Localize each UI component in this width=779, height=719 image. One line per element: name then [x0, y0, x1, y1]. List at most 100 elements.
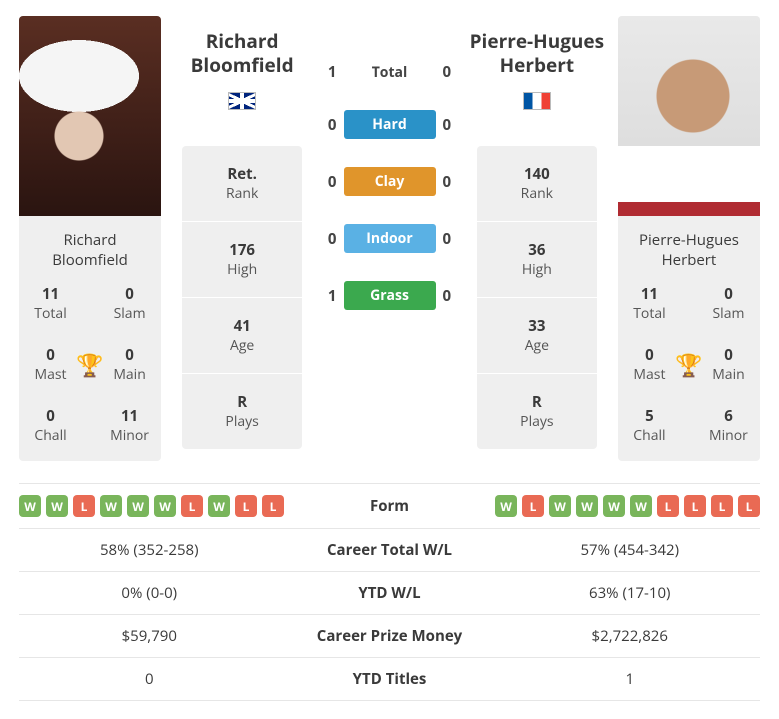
form-loss-badge[interactable]: L	[235, 495, 257, 517]
fr-flag-icon	[523, 92, 551, 110]
p2-high: 36High	[477, 221, 597, 297]
uk-flag-icon	[228, 92, 256, 110]
form-win-badge[interactable]: W	[495, 495, 517, 517]
h2h-p1-val: 0	[323, 172, 341, 192]
player2-name[interactable]: Pierre-Hugues Herbert	[618, 216, 760, 284]
prize-row: $59,790 Career Prize Money $2,722,826	[19, 615, 760, 658]
h2h-row-grass: 1Grass0	[323, 281, 456, 310]
form-loss-badge[interactable]: L	[522, 495, 544, 517]
h2h-surface-label[interactable]: Clay	[344, 167, 436, 196]
form-win-badge[interactable]: W	[603, 495, 625, 517]
player2-card: Pierre-Hugues Herbert 11Total 0Slam 0Mas…	[618, 16, 760, 461]
p1-mast-titles: 0Mast	[25, 345, 76, 384]
h2h-surface-label[interactable]: Indoor	[344, 224, 436, 253]
h2h-row-hard: 0Hard0	[323, 110, 456, 139]
p1-form: WWLWWWLWLL	[19, 495, 284, 517]
h2h-column: 1Total00Hard00Clay00Indoor01Grass0	[323, 16, 456, 461]
h2h-surface-label: Total	[344, 63, 436, 82]
p1-minor-titles: 11Minor	[104, 406, 155, 445]
p1-main-titles: 0Main	[104, 345, 155, 384]
form-loss-badge[interactable]: L	[738, 495, 760, 517]
p2-minor-titles: 6Minor	[703, 406, 754, 445]
h2h-surface-label[interactable]: Grass	[344, 281, 436, 310]
p2-heading-first: Pierre-Hugues	[470, 30, 604, 54]
form-row: WWLWWWLWLL Form WLWWWWLLLL	[19, 483, 760, 529]
p1-prize: $59,790	[19, 626, 280, 646]
form-win-badge[interactable]: W	[100, 495, 122, 517]
h2h-row-indoor: 0Indoor0	[323, 224, 456, 253]
p1-total-titles: 11Total	[25, 284, 76, 323]
player2-stats-col: Pierre-Hugues Herbert 140Rank 36High 33A…	[466, 16, 608, 461]
p2-ytd-wl: 63% (17-10)	[500, 583, 761, 603]
form-loss-badge[interactable]: L	[73, 495, 95, 517]
form-win-badge[interactable]: W	[630, 495, 652, 517]
h2h-p2-val: 0	[438, 172, 456, 192]
h2h-p2-val: 0	[438, 115, 456, 135]
ytd-wl-label: YTD W/L	[280, 583, 500, 603]
p1-chall-titles: 0Chall	[25, 406, 76, 445]
p2-rank: 140Rank	[477, 146, 597, 221]
h2h-p2-val: 0	[438, 62, 456, 82]
p2-prize: $2,722,826	[500, 626, 761, 646]
p2-chall-titles: 5Chall	[624, 406, 675, 445]
p2-age: 33Age	[477, 297, 597, 373]
form-loss-badge[interactable]: L	[657, 495, 679, 517]
career-wl-label: Career Total W/L	[280, 540, 500, 560]
p2-main-titles: 0Main	[703, 345, 754, 384]
p1-heading-first: Richard	[191, 30, 294, 54]
player1-heading: Richard Bloomfield	[191, 16, 294, 92]
ytd-titles-label: YTD Titles	[280, 669, 500, 689]
form-loss-badge[interactable]: L	[181, 495, 203, 517]
form-loss-badge[interactable]: L	[711, 495, 733, 517]
p1-slam-titles: 0Slam	[104, 284, 155, 323]
p1-rank: Ret.Rank	[182, 146, 302, 221]
career-wl-row: 58% (352-258) Career Total W/L 57% (454-…	[19, 529, 760, 572]
h2h-row-clay: 0Clay0	[323, 167, 456, 196]
player1-card: Richard Bloomfield 11Total 0Slam 0Mast 🏆…	[19, 16, 161, 461]
p1-high: 176High	[182, 221, 302, 297]
h2h-p2-val: 0	[438, 286, 456, 306]
p1-career-wl: 58% (352-258)	[19, 540, 280, 560]
player2-heading: Pierre-Hugues Herbert	[470, 16, 604, 92]
p1-age: 41Age	[182, 297, 302, 373]
form-win-badge[interactable]: W	[19, 495, 41, 517]
h2h-p1-val: 1	[323, 286, 341, 306]
h2h-p2-val: 0	[438, 229, 456, 249]
comparison-table: WWLWWWLWLL Form WLWWWWLLLL 58% (352-258)…	[19, 483, 760, 701]
p2-slam-titles: 0Slam	[703, 284, 754, 323]
ytd-wl-row: 0% (0-0) YTD W/L 63% (17-10)	[19, 572, 760, 615]
p2-mast-titles: 0Mast	[624, 345, 675, 384]
form-label: Form	[284, 496, 495, 516]
form-win-badge[interactable]: W	[549, 495, 571, 517]
form-win-badge[interactable]: W	[576, 495, 598, 517]
form-loss-badge[interactable]: L	[684, 495, 706, 517]
form-win-badge[interactable]: W	[127, 495, 149, 517]
p2-form: WLWWWWLLLL	[495, 495, 760, 517]
p1-ytd-titles: 0	[19, 669, 280, 689]
trophy-icon: 🏆	[76, 350, 104, 380]
h2h-p1-val: 1	[323, 62, 341, 82]
p2-career-wl: 57% (454-342)	[500, 540, 761, 560]
form-win-badge[interactable]: W	[154, 495, 176, 517]
p2-ytd-titles: 1	[500, 669, 761, 689]
ytd-titles-row: 0 YTD Titles 1	[19, 658, 760, 701]
prize-label: Career Prize Money	[280, 626, 500, 646]
h2h-p1-val: 0	[323, 229, 341, 249]
h2h-row-total: 1Total0	[323, 62, 456, 82]
p1-ytd-wl: 0% (0-0)	[19, 583, 280, 603]
player1-name[interactable]: Richard Bloomfield	[19, 216, 161, 284]
p1-heading-last: Bloomfield	[191, 54, 294, 78]
form-win-badge[interactable]: W	[46, 495, 68, 517]
p1-plays: RPlays	[182, 373, 302, 449]
h2h-surface-label[interactable]: Hard	[344, 110, 436, 139]
form-win-badge[interactable]: W	[208, 495, 230, 517]
p2-total-titles: 11Total	[624, 284, 675, 323]
player2-photo	[618, 16, 760, 216]
h2h-p1-val: 0	[323, 115, 341, 135]
p2-heading-last: Herbert	[470, 54, 604, 78]
player1-titles: 11Total 0Slam 0Mast 🏆 0Main 0Chall 11Min…	[19, 284, 161, 461]
form-loss-badge[interactable]: L	[262, 495, 284, 517]
p2-plays: RPlays	[477, 373, 597, 449]
trophy-icon: 🏆	[675, 350, 703, 380]
player1-stats-col: Richard Bloomfield Ret.Rank 176High 41Ag…	[171, 16, 313, 461]
